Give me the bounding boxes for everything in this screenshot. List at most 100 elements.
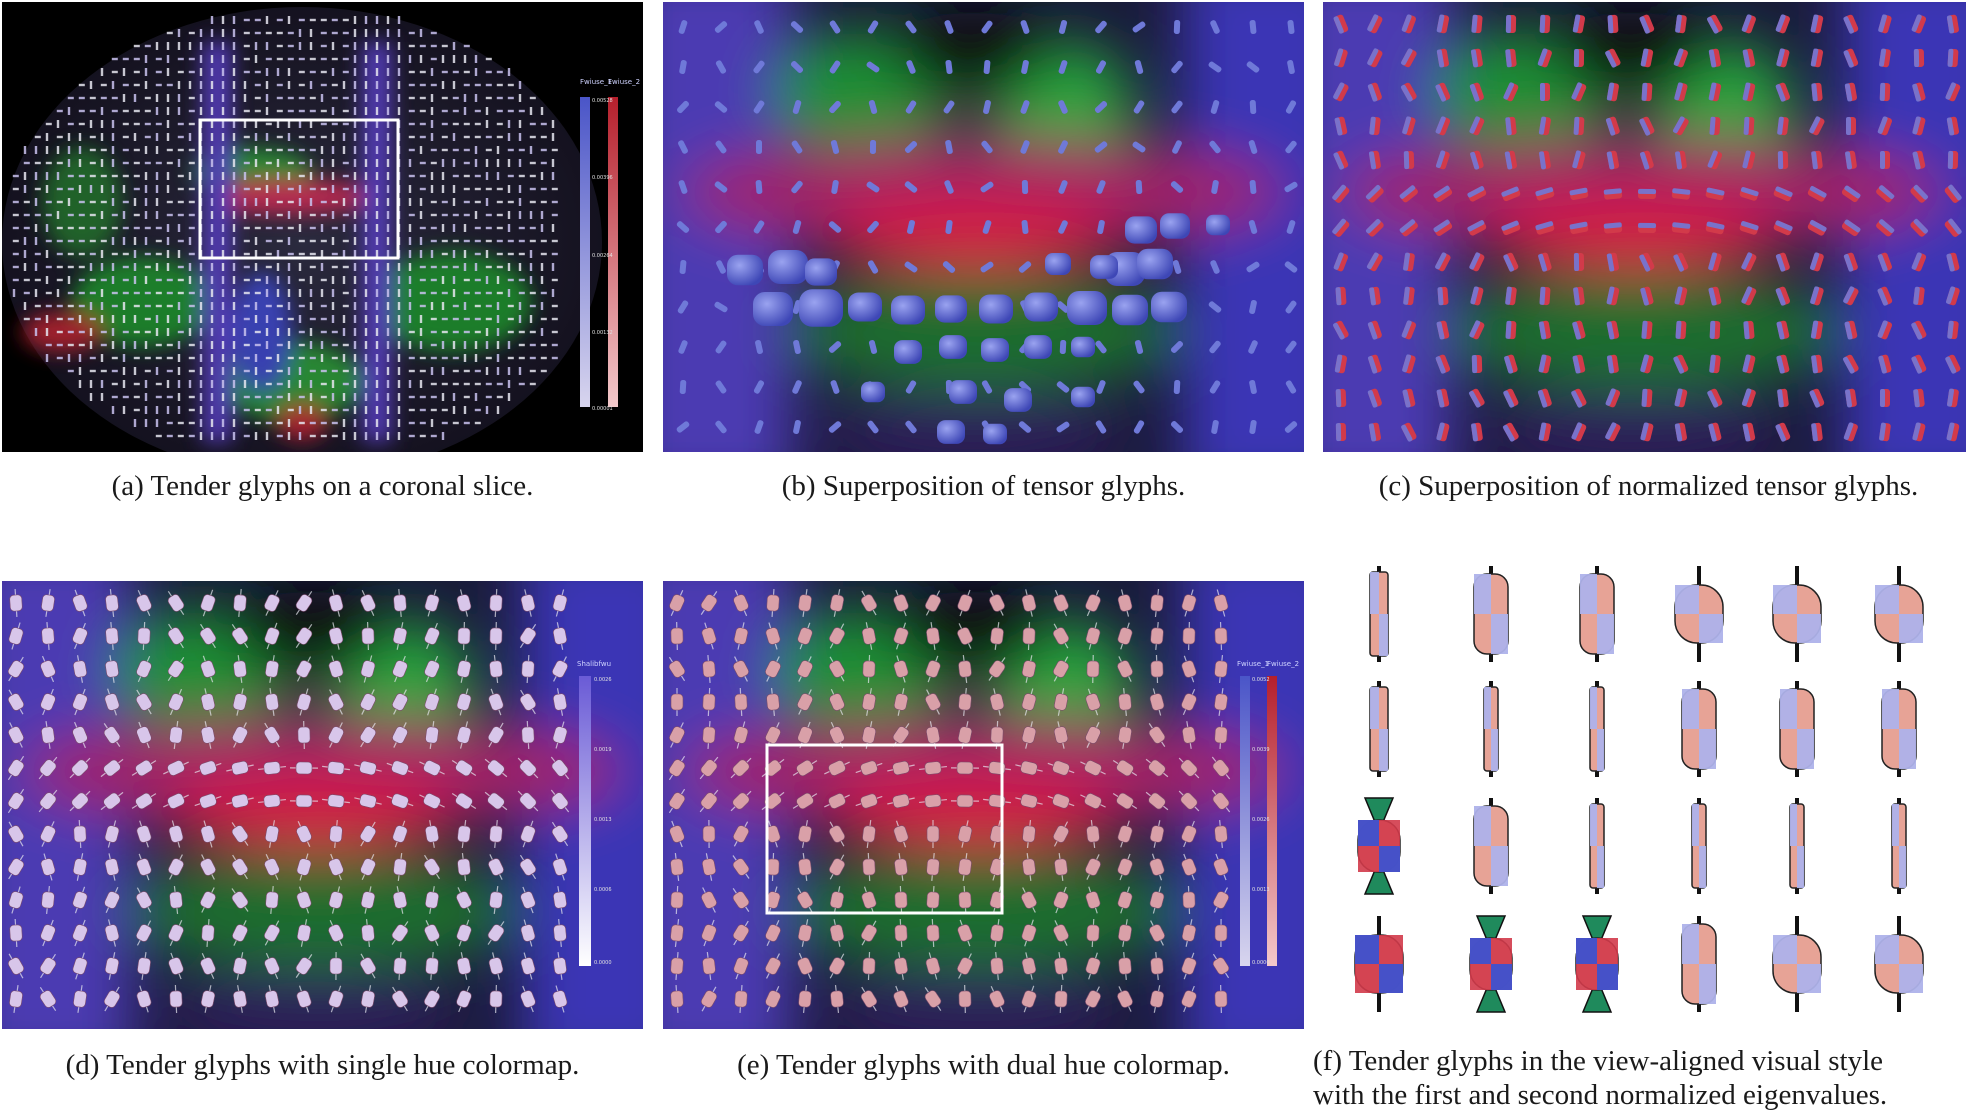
- glyph: [464, 263, 466, 271]
- glyph: [1604, 222, 1623, 234]
- glyph: [321, 263, 323, 271]
- glyph: [387, 42, 389, 50]
- glyph: [288, 253, 294, 255]
- glyph: [321, 435, 327, 437]
- glyph: [244, 45, 250, 47]
- glyph: [420, 250, 422, 258]
- glyph: [156, 211, 158, 219]
- glyph: [321, 110, 327, 112]
- glyph: [24, 250, 26, 258]
- glyph: [321, 396, 327, 398]
- glyph: [332, 211, 334, 219]
- glyph: [244, 149, 250, 151]
- glyph: [431, 185, 433, 193]
- glyph: [266, 357, 272, 359]
- glyph: [321, 279, 327, 281]
- glyph: [409, 198, 411, 206]
- glyph: [486, 406, 488, 414]
- glyph: [398, 419, 400, 427]
- panel-b-superposition: [663, 2, 1304, 452]
- glyph: [299, 29, 301, 37]
- glyph: [277, 172, 279, 180]
- glyph: [519, 211, 521, 219]
- glyph: [409, 263, 411, 271]
- glyph: [46, 292, 52, 294]
- glyph: [453, 185, 455, 193]
- glyph: [57, 357, 63, 359]
- glyph: [200, 81, 202, 89]
- glyph: [134, 237, 136, 245]
- glyph: [145, 331, 151, 333]
- glyph: [68, 97, 74, 99]
- glyph: [167, 406, 169, 414]
- glyph: [1846, 117, 1856, 135]
- glyph: [134, 198, 136, 206]
- glyph: [211, 380, 213, 388]
- glyph: [189, 435, 195, 437]
- glyph: [541, 149, 547, 151]
- glyph: [200, 55, 202, 63]
- glyph: [387, 29, 389, 37]
- caption-e: (e) Tender glyphs with dual hue colormap…: [663, 1047, 1304, 1083]
- glyph: [552, 305, 558, 307]
- glyph: [244, 357, 250, 359]
- glyph: [46, 305, 52, 307]
- tensor-glyph: [935, 295, 967, 322]
- glyph: [13, 188, 19, 190]
- glyph: [134, 110, 140, 112]
- glyph: [35, 172, 37, 180]
- glyph: [376, 237, 378, 245]
- glyph: [145, 357, 151, 359]
- glyph: [552, 120, 554, 128]
- glyph: [123, 227, 129, 229]
- glyph: [178, 422, 184, 424]
- glyph: [222, 16, 224, 24]
- glyph: [277, 159, 279, 167]
- glyph: [134, 188, 140, 190]
- glyph: [475, 370, 481, 372]
- glyph: [464, 396, 470, 398]
- glyph: [156, 315, 158, 323]
- glyph: [189, 214, 195, 216]
- glyph: [431, 396, 437, 398]
- glyph: [376, 380, 378, 388]
- glyph: [755, 180, 762, 194]
- glyph: [68, 198, 70, 206]
- view-aligned-glyph: [1576, 916, 1618, 1012]
- glyph: [90, 81, 92, 89]
- panel-c-normalized: [1323, 2, 1966, 452]
- glyph: [332, 393, 334, 401]
- glyph: [57, 305, 63, 307]
- glyph: [442, 159, 444, 167]
- glyph: [332, 107, 334, 115]
- glyph: [178, 250, 180, 258]
- glyph: [101, 211, 103, 219]
- glyph: [519, 344, 525, 346]
- glyph: [1672, 222, 1691, 234]
- glyph: [1136, 180, 1143, 194]
- glyph: [101, 263, 103, 271]
- glyph: [299, 305, 305, 307]
- glyph: [310, 110, 316, 112]
- glyph: [178, 149, 184, 151]
- glyph: [486, 250, 488, 258]
- glyph: [1505, 117, 1517, 136]
- glyph: [431, 84, 437, 86]
- glyph: [277, 240, 283, 242]
- glyph: [519, 279, 525, 281]
- glyph: [332, 289, 334, 297]
- glyph: [1778, 151, 1788, 169]
- glyph: [497, 110, 503, 112]
- glyph: [167, 84, 173, 86]
- glyph: [354, 133, 356, 141]
- glyph: [387, 380, 389, 388]
- glyph: [266, 68, 268, 76]
- glyph: [1947, 321, 1959, 340]
- glyph: [211, 81, 213, 89]
- glyph: [409, 185, 411, 193]
- glyph: [255, 367, 257, 375]
- glyph: [497, 354, 499, 362]
- glyph: [211, 289, 213, 297]
- glyph: [123, 367, 125, 375]
- glyph: [288, 16, 290, 24]
